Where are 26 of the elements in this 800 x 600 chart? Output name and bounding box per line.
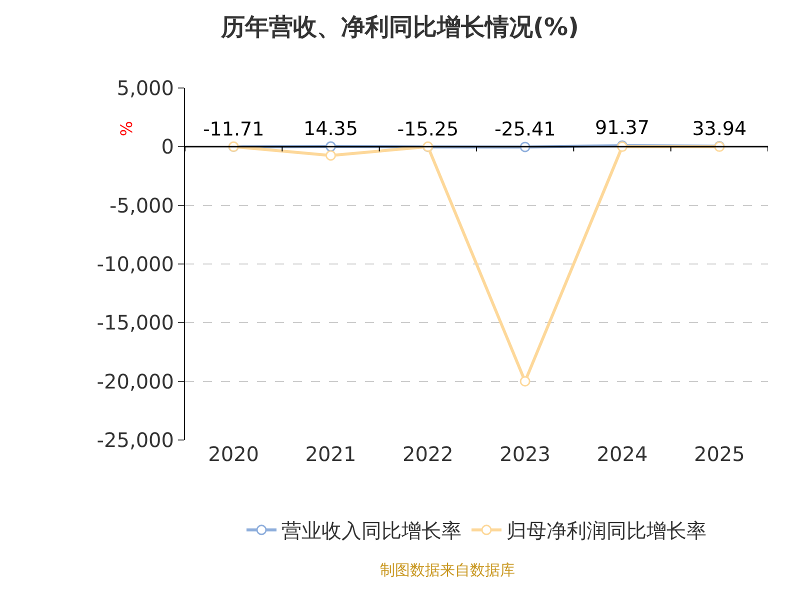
data-label: -11.71 — [202, 118, 264, 140]
x-tick-label: 2025 — [694, 442, 745, 466]
data-label: 91.37 — [595, 117, 650, 140]
y-tick-label: 0 — [161, 134, 174, 159]
point — [520, 376, 530, 387]
y-tick-label: -5,000 — [110, 193, 174, 218]
data-label: 14.35 — [304, 118, 358, 140]
text: 制图数据来自数据库 — [380, 561, 515, 579]
chart-title: 历年营收、净利同比增长情况(%) — [220, 12, 579, 41]
y-tick-label: -25,000 — [96, 428, 174, 452]
x-tick-label: 2020 — [208, 442, 260, 466]
point — [326, 150, 336, 161]
y-axis-title: % — [116, 121, 136, 136]
x-tick-label: 2022 — [402, 442, 454, 466]
x-tick-label: 2024 — [596, 442, 648, 466]
legend-label: 归母净利润同比增长率 — [506, 518, 706, 543]
x-tick-label: 2021 — [305, 442, 356, 466]
y-tick-label: -10,000 — [96, 252, 174, 276]
x-tick-label: 2023 — [500, 442, 551, 466]
data-label: -15.25 — [397, 118, 459, 140]
y-tick-label: -15,000 — [96, 310, 174, 335]
data-label: -25.41 — [494, 118, 556, 141]
y-tick-label: 5,000 — [116, 76, 174, 100]
data-label: 33.94 — [692, 118, 747, 140]
y-tick-label: -20,000 — [96, 369, 174, 394]
legend-label: 营业收入同比增长率 — [282, 518, 462, 543]
